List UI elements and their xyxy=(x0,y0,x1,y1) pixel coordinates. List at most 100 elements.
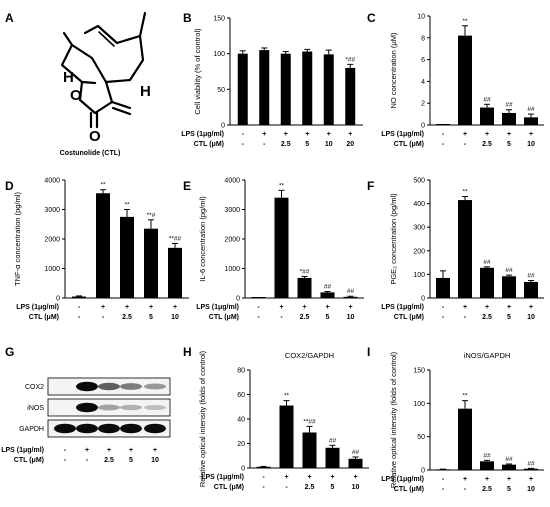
significance-label: *## xyxy=(300,268,310,275)
chart-no-concentration: 0 2 4 6 8 10 NO concentration (μM) ** ## ## ## LPS … xyxy=(381,14,544,148)
bar xyxy=(458,200,472,298)
lps-condition: + xyxy=(463,476,467,483)
lps-condition: - xyxy=(242,131,245,138)
y-axis-label: NO concentration (μM) xyxy=(389,32,398,109)
atom-o-carbonyl: O xyxy=(89,128,101,145)
y-tick-label: 0 xyxy=(241,466,245,473)
lps-condition: - xyxy=(442,304,445,311)
lps-condition: + xyxy=(507,304,511,311)
ctl-condition: - xyxy=(464,314,467,321)
y-axis-label: Relative optical intensity (folds of con… xyxy=(198,350,207,487)
y-axis-label: TNF-α concentration (pg/ml) xyxy=(13,192,22,286)
bar xyxy=(279,405,294,468)
significance-label: ** xyxy=(284,393,290,400)
y-tick-label: 300 xyxy=(413,225,425,232)
ctl-condition: 10 xyxy=(151,457,159,464)
bar xyxy=(345,67,356,125)
y-tick-label: 80 xyxy=(237,368,245,375)
y-tick-label: 8 xyxy=(421,35,425,42)
y-tick-label: 40 xyxy=(237,417,245,424)
blot-band xyxy=(98,382,120,391)
chart-tnf-alpha: 0 1000 2000 3000 4000 TNF-α concentration (pg… xyxy=(13,178,189,321)
panel-letter-b: B xyxy=(183,11,192,25)
ctl-condition: 5 xyxy=(149,314,153,321)
lps-condition: + xyxy=(262,131,266,138)
ctl-condition: 5 xyxy=(507,486,511,493)
lps-condition: + xyxy=(149,304,153,311)
ctl-condition: 10 xyxy=(347,314,355,321)
lps-condition: + xyxy=(173,304,177,311)
significance-label: ## xyxy=(505,267,513,274)
y-axis-label: PGE₂ concentration (pg/ml) xyxy=(389,193,398,285)
y-tick-label: 4000 xyxy=(44,178,60,185)
y-tick-label: 100 xyxy=(213,51,225,58)
significance-label: ## xyxy=(527,106,535,113)
significance-label: ## xyxy=(483,259,491,266)
lps-condition: + xyxy=(353,474,357,481)
lps-condition: + xyxy=(153,447,157,454)
ctl-row-label: CTL (μM) xyxy=(194,141,224,148)
bar xyxy=(237,53,248,125)
carbonyl-bond xyxy=(89,111,99,129)
bar xyxy=(343,296,358,298)
lps-condition: + xyxy=(305,131,309,138)
blot-band xyxy=(144,423,166,434)
ctl-condition: 5 xyxy=(331,484,335,491)
lps-condition: + xyxy=(330,474,334,481)
lps-condition: + xyxy=(348,304,352,311)
lps-condition: - xyxy=(78,304,81,311)
blot-band xyxy=(120,383,142,390)
ctl-condition: - xyxy=(262,484,265,491)
significance-label: *## xyxy=(345,56,355,63)
y-tick-label: 0 xyxy=(421,123,425,130)
y-axis-label: Cell viability (% of control) xyxy=(193,28,202,115)
atom-h-right: H xyxy=(140,83,151,100)
bar xyxy=(320,292,335,298)
y-tick-label: 50 xyxy=(217,87,225,94)
panel-letter-h: H xyxy=(183,345,192,359)
lps-condition: + xyxy=(507,131,511,138)
panel-letter-i: I xyxy=(367,345,370,359)
y-tick-label: 6 xyxy=(421,57,425,64)
bar xyxy=(480,107,494,125)
ctl-condition: - xyxy=(257,314,260,321)
ctl-condition: - xyxy=(285,484,288,491)
y-tick-label: 0 xyxy=(236,296,240,303)
lps-condition: + xyxy=(463,304,467,311)
bar xyxy=(348,458,363,468)
ctl-condition: 10 xyxy=(352,484,360,491)
y-tick-label: 4000 xyxy=(224,178,240,185)
bar xyxy=(502,464,516,470)
y-tick-label: 20 xyxy=(237,441,245,448)
blot-band xyxy=(144,404,166,411)
costunolide-structure xyxy=(60,11,147,129)
significance-label: ** xyxy=(124,202,130,209)
lps-condition: + xyxy=(284,131,288,138)
lps-condition: - xyxy=(64,447,67,454)
significance-label: ** xyxy=(279,182,285,189)
y-tick-label: 0 xyxy=(56,296,60,303)
lps-condition: + xyxy=(302,304,306,311)
blot-band xyxy=(144,383,166,390)
ctl-condition: - xyxy=(442,486,445,493)
ctl-condition: 10 xyxy=(527,141,535,148)
y-tick-label: 3000 xyxy=(224,207,240,214)
bar xyxy=(280,53,291,125)
y-tick-label: 2000 xyxy=(44,237,60,244)
lps-condition: + xyxy=(279,304,283,311)
bar xyxy=(120,216,134,298)
lps-condition: + xyxy=(85,447,89,454)
exo-methylene xyxy=(110,100,132,116)
western-blot: COX2 iNOS GAPDH LPS (1μg/ml) CTL (μM) - + + + + - -… xyxy=(1,377,171,464)
ctl-condition: - xyxy=(86,457,89,464)
ctl-condition: - xyxy=(102,314,105,321)
ctl-condition: 2.5 xyxy=(122,314,132,321)
ctl-condition: 2.5 xyxy=(482,314,492,321)
panel-letter-g: G xyxy=(5,345,14,359)
chart-cell-viability: 0 50 100 150 Cell viability (% of control) *#… xyxy=(181,16,363,148)
y-tick-label: 0 xyxy=(421,468,425,475)
y-tick-label: 200 xyxy=(413,248,425,255)
lps-condition: + xyxy=(507,476,511,483)
methyl-left xyxy=(62,31,74,47)
blot-band xyxy=(54,423,76,434)
